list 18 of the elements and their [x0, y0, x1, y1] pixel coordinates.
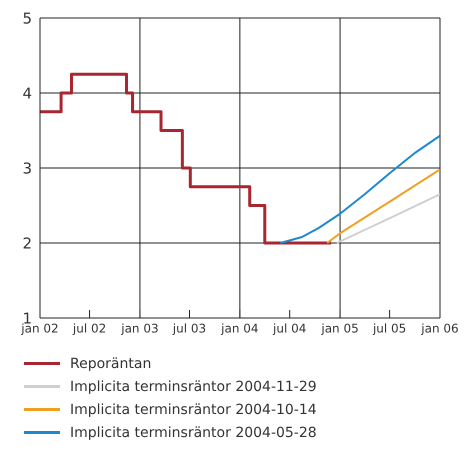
line-series	[279, 134, 440, 244]
x-tick-label: jul 05	[372, 322, 406, 336]
x-tick-label: jul 04	[272, 322, 306, 336]
x-tick-label: jan 04	[220, 322, 259, 336]
x-tick-label: jan 05	[320, 322, 359, 336]
x-tick-label: jul 02	[72, 322, 106, 336]
line-series	[326, 168, 440, 244]
x-tick-label: jan 06	[420, 322, 459, 336]
y-tick-label: 3	[22, 159, 32, 178]
x-tick-label: jul 03	[172, 322, 206, 336]
legend-label: Implicita terminsräntor 2004-11-29	[70, 378, 317, 394]
legend-label: Implicita terminsräntor 2004-10-14	[70, 402, 317, 418]
y-tick-label: 4	[22, 84, 32, 102]
y-tick-label: 2	[22, 234, 32, 252]
x-tick-label: jan 03	[120, 322, 159, 336]
legend-label: Reporäntan	[70, 356, 152, 372]
y-tick-label: 5	[22, 9, 32, 28]
legend-label: Implicita terminsräntor 2004-05-28	[70, 424, 317, 440]
